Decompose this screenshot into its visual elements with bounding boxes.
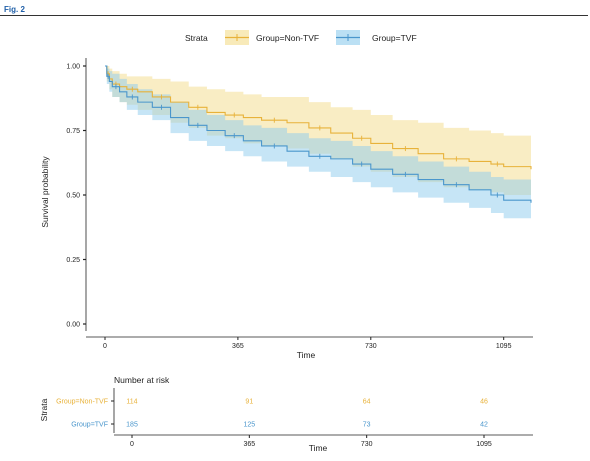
legend-label-non-tvf: Group=Non-TVF [256,33,319,43]
y-tick-label: 0.25 [66,257,80,264]
risk-value: 114 [126,399,137,406]
risk-value: 42 [480,422,488,429]
confidence-bands [105,66,531,224]
x-tick-label: 730 [365,343,377,350]
risk-row-label: Group=Non-TVF [56,399,108,406]
header-divider [0,15,588,16]
risk-x-ticks: 0 365 730 1095 [130,435,492,448]
risk-value: 46 [480,399,488,406]
x-axis-title: Time [297,350,316,360]
legend-item-tvf: Group=TVF [336,30,417,45]
risk-value: 91 [245,399,253,406]
x-axis-ticks: 0 365 730 1095 [103,337,512,350]
legend-title: Strata [185,33,208,43]
survival-curves [105,65,532,203]
figure-label: Fig. 2 [4,5,25,14]
x-tick-label: 1095 [496,343,512,350]
risk-x-tick-label: 1095 [476,441,492,448]
risk-table-title: Number at risk [114,375,170,385]
risk-value: 73 [363,422,371,429]
risk-x-axis-title: Time [309,443,328,453]
survival-curve-1 [105,65,532,203]
risk-x-tick-label: 0 [130,441,134,448]
x-tick-label: 365 [232,343,244,350]
risk-x-tick-label: 365 [243,441,255,448]
risk-row-label: Group=TVF [71,422,108,429]
y-tick-label: 0.75 [66,128,80,135]
y-axis-ticks: 0.00 0.25 0.50 0.75 1.00 [66,64,86,329]
survival-curve-0 [105,65,532,170]
y-axis-title: Survival probability [40,156,50,228]
y-tick-label: 1.00 [66,64,80,71]
y-tick-label: 0.50 [66,193,80,200]
ci-band-1 [105,66,531,224]
risk-value: 185 [126,422,138,429]
x-tick-label: 0 [103,343,107,350]
risk-x-tick-label: 730 [361,441,373,448]
risk-value: 125 [243,422,255,429]
legend: Strata Group=Non-TVF Group=TVF [185,30,417,45]
legend-label-tvf: Group=TVF [372,33,417,43]
legend-item-non-tvf: Group=Non-TVF [225,30,319,45]
survival-plot: 0.00 0.25 0.50 0.75 1.00 0 365 730 1095 Time Su… [40,58,533,360]
risk-y-axis-title: Strata [39,398,49,421]
risk-table: Number at risk Group=Non-TVF 114 91 64 46Gro… [39,375,533,453]
censor-marks [107,71,498,198]
risk-rows: Group=Non-TVF 114 91 64 46 Group=TVF 185 125 73 4… [56,399,488,429]
y-tick-label: 0.00 [66,322,80,329]
risk-value: 64 [363,399,371,406]
